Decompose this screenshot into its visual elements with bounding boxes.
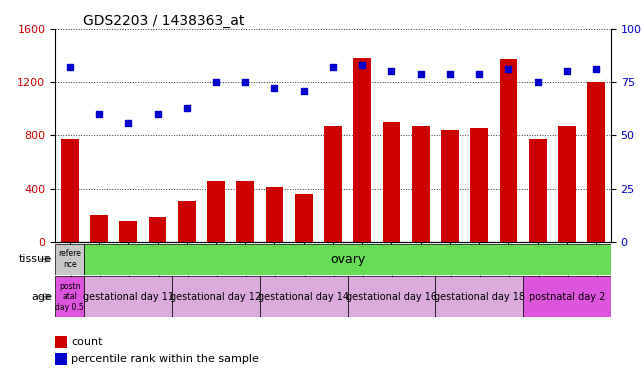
Bar [500,60,517,242]
Bar [266,187,283,242]
Point [415,71,426,77]
Text: GDS2203 / 1438363_at: GDS2203 / 1438363_at [83,14,244,28]
Text: ovary: ovary [330,253,365,266]
Bar [558,126,576,242]
Bar [383,122,400,242]
Bar [178,200,196,242]
Bar [207,181,225,242]
Text: percentile rank within the sample: percentile rank within the sample [71,354,259,364]
Point [591,66,601,72]
Bar [172,276,260,317]
Text: postn
atal
day 0.5: postn atal day 0.5 [55,282,84,311]
Bar [149,217,166,242]
Text: count: count [71,337,103,347]
Point [211,79,221,85]
Point [503,66,513,72]
Bar [55,244,85,275]
Bar [435,276,523,317]
Point [153,111,163,117]
Bar [353,58,371,242]
Bar [55,276,85,317]
Text: refere
nce: refere nce [58,250,81,269]
Bar [529,139,547,242]
Bar [295,194,313,242]
Bar [441,130,459,242]
Text: gestational day 16: gestational day 16 [346,291,437,302]
Bar [85,276,172,317]
Bar [90,215,108,242]
Text: age: age [31,291,52,302]
Point [474,71,485,77]
Point [65,64,75,70]
Text: tissue: tissue [19,254,52,264]
Point [562,68,572,74]
Text: gestational day 12: gestational day 12 [171,291,262,302]
Bar [412,126,429,242]
Point [328,64,338,70]
Text: postnatal day 2: postnatal day 2 [529,291,605,302]
Bar [523,276,611,317]
Bar [347,276,435,317]
Bar [119,221,137,242]
Point [269,85,279,91]
Point [94,111,104,117]
Point [240,79,251,85]
Point [445,71,455,77]
Bar [587,82,605,242]
Point [533,79,543,85]
Bar [61,139,79,242]
Bar [237,181,254,242]
Bar [470,128,488,242]
Text: gestational day 11: gestational day 11 [83,291,174,302]
Text: gestational day 18: gestational day 18 [434,291,525,302]
Point [299,88,309,94]
Bar [260,276,347,317]
Point [357,62,367,68]
Text: gestational day 14: gestational day 14 [258,291,349,302]
Point [387,68,397,74]
Point [181,104,192,111]
Bar [324,126,342,242]
Point [123,119,133,126]
